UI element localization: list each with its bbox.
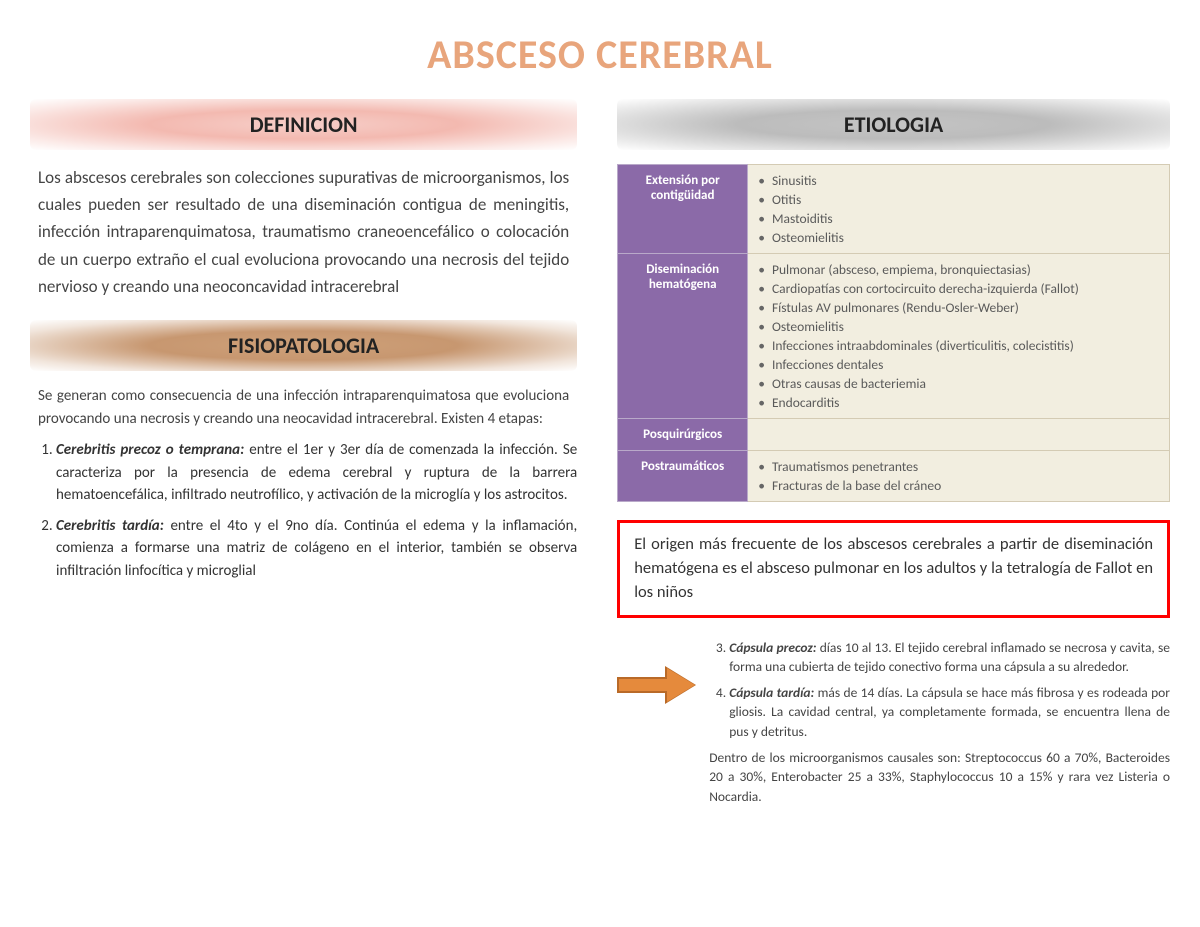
fisio-continuation-row: Cápsula precoz: días 10 al 13. El tejido… (617, 638, 1170, 807)
etio-item: Cardiopatías con cortocircuito derecha-i… (758, 279, 1159, 298)
etio-items: Traumatismos penetrantesFracturas de la … (748, 451, 1170, 502)
etio-category: Extensión por contigüidad (618, 165, 748, 254)
fisiopatologia-heading: FISIOPATOLOGIA (30, 320, 577, 371)
etio-item: Pulmonar (absceso, empiema, bronquiectas… (758, 260, 1159, 279)
stage-1: Cerebritis precoz o temprana: entre el 1… (56, 439, 577, 507)
etio-item: Infecciones intraabdominales (diverticul… (758, 336, 1159, 355)
stage-3-title: Cápsula precoz: (729, 639, 816, 656)
stage-2-title: Cerebritis tardía: (56, 517, 164, 535)
stage-2: Cerebritis tardía: entre el 4to y el 9no… (56, 515, 577, 583)
etio-item: Mastoiditis (758, 209, 1159, 228)
etiologia-table: Extensión por contigüidadSinusitisOtitis… (617, 164, 1170, 502)
stage-4: Cápsula tardía: más de 14 días. La cápsu… (729, 683, 1170, 742)
etio-items (748, 419, 1170, 451)
etio-item: Otras causas de bacteriemia (758, 374, 1159, 393)
page-title: ABSCESO CEREBRAL (30, 30, 1170, 79)
fisio-stages-left: Cerebritis precoz o temprana: entre el 1… (30, 439, 577, 582)
etio-item: Fístulas AV pulmonares (Rendu-Osler-Webe… (758, 298, 1159, 317)
etio-item: Endocarditis (758, 393, 1159, 412)
etio-item: Osteomielitis (758, 228, 1159, 247)
etio-items: SinusitisOtitisMastoiditisOsteomielitis (748, 165, 1170, 254)
etio-item: Sinusitis (758, 171, 1159, 190)
definicion-heading: DEFINICION (30, 99, 577, 150)
arrow-icon (617, 638, 697, 702)
etiologia-heading: ETIOLOGIA (617, 99, 1170, 150)
definicion-text: Los abscesos cerebrales son colecciones … (30, 164, 577, 300)
stage-3: Cápsula precoz: días 10 al 13. El tejido… (729, 638, 1170, 677)
etio-row: Diseminación hematógena Pulmonar (absceso… (618, 254, 1170, 419)
etio-category: Postraumáticos (618, 451, 748, 502)
fisio-stages-right: Cápsula precoz: días 10 al 13. El tejido… (709, 638, 1170, 807)
etio-item: Traumatismos penetrantes (758, 457, 1159, 476)
etio-category: Posquirúrgicos (618, 419, 748, 451)
etio-row: PostraumáticosTraumatismos penetrantesFr… (618, 451, 1170, 502)
stage-1-title: Cerebritis precoz o temprana: (56, 441, 244, 459)
causal-organisms: Dentro de los microorganismos causales s… (709, 748, 1170, 807)
etio-item: Otitis (758, 190, 1159, 209)
etio-item: Fracturas de la base del cráneo (758, 476, 1159, 495)
etio-row: Posquirúrgicos (618, 419, 1170, 451)
etio-items: Pulmonar (absceso, empiema, bronquiectas… (748, 254, 1170, 419)
stage-4-title: Cápsula tardía: (729, 684, 814, 701)
etio-row: Extensión por contigüidadSinusitisOtitis… (618, 165, 1170, 254)
etio-item: Infecciones dentales (758, 355, 1159, 374)
etiologia-highlight: El origen más frecuente de los abscesos … (617, 520, 1170, 618)
right-column: ETIOLOGIA Extensión por contigüidadSinus… (617, 99, 1170, 806)
left-column: DEFINICION Los abscesos cerebrales son c… (30, 99, 577, 806)
content-columns: DEFINICION Los abscesos cerebrales son c… (30, 99, 1170, 806)
fisiopatologia-intro: Se generan como consecuencia de una infe… (30, 385, 577, 432)
etio-item: Osteomielitis (758, 317, 1159, 336)
etio-category: Diseminación hematógena (618, 254, 748, 419)
